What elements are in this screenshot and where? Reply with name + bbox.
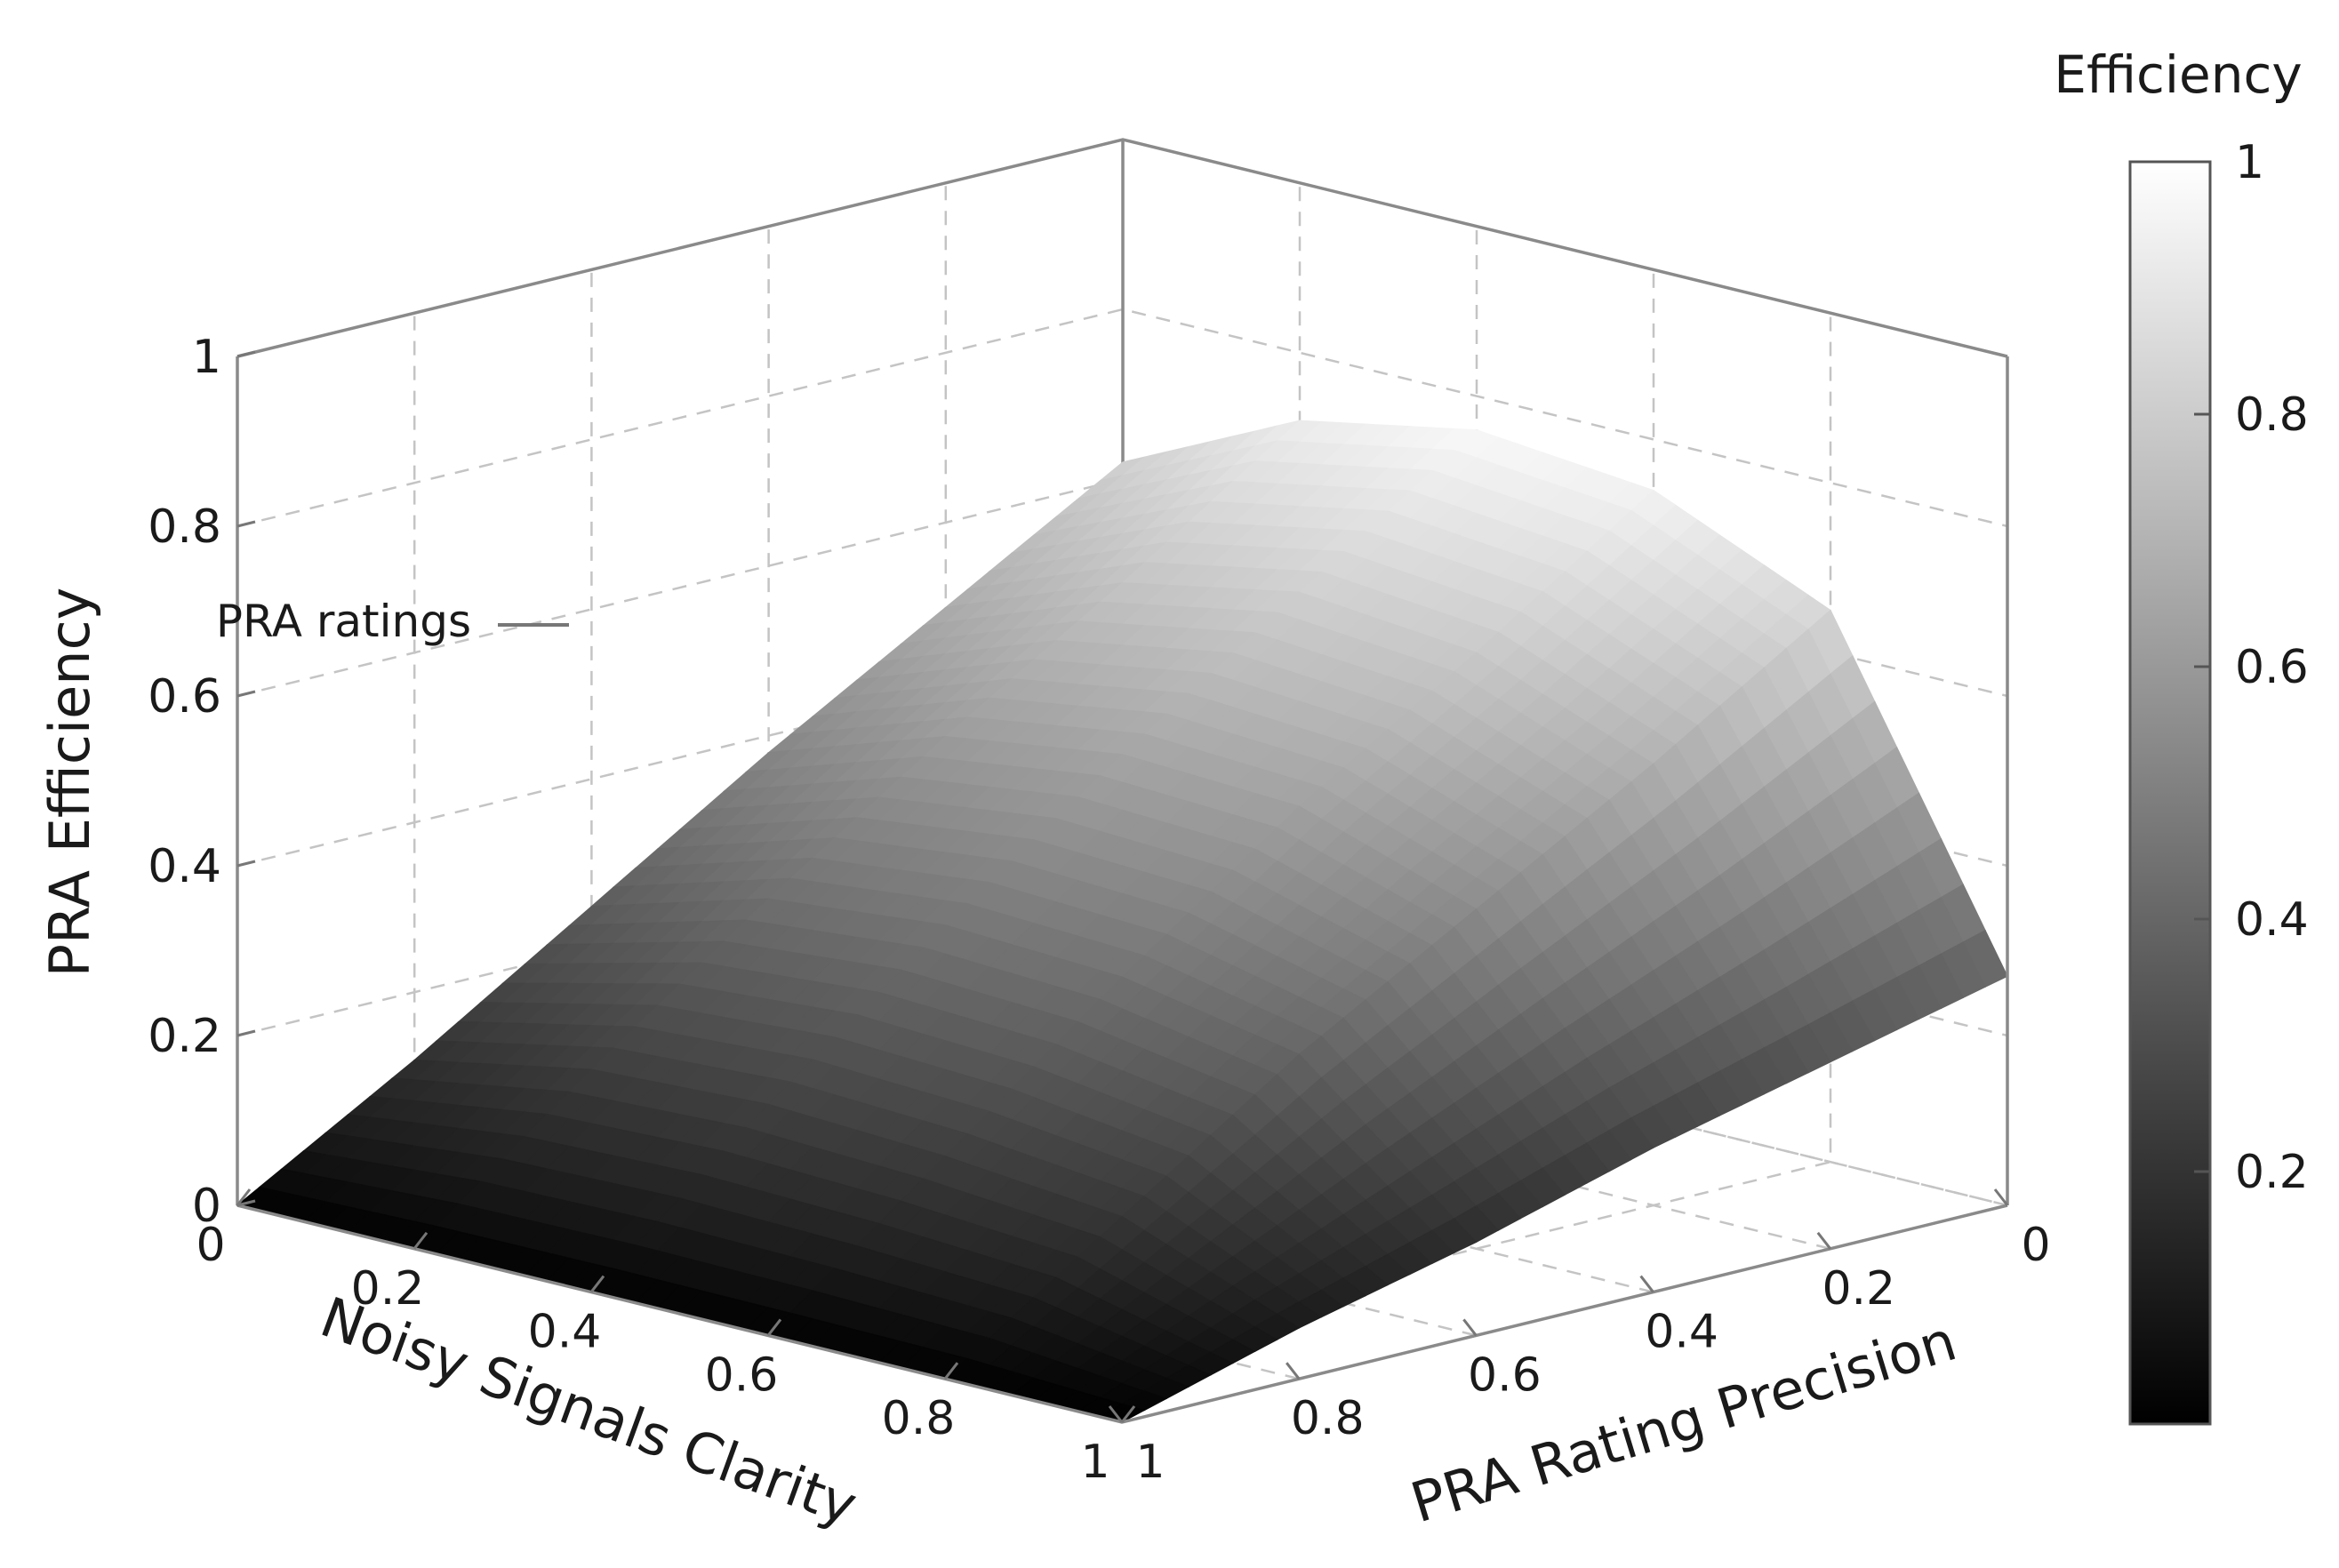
z-tick-mark [236,350,256,358]
y-tick-label: 0.2 [1822,1262,1895,1316]
y-tick-label: 0.4 [1645,1306,1718,1359]
z-tick-mark [236,690,256,698]
y-tick-label: 0.8 [1291,1392,1365,1445]
surface [236,420,2008,1423]
colorbar-tick-label: 0.4 [2235,893,2309,947]
x-tick-mark [766,1318,782,1337]
y-tick-label: 1 [1135,1436,1165,1489]
colorbar: Efficiency 0.2 0.4 0.6 0.8 1 [2054,44,2309,1426]
x-tick-label: 0.6 [705,1348,779,1402]
z-tick-label: 0 [192,1180,221,1233]
z-tick-label: 0.2 [148,1010,221,1063]
z-tick-label: 0.8 [148,500,221,554]
x-tick-label: 1 [1080,1436,1109,1489]
colorbar-gradient [2128,160,2212,1426]
z-tick-label: 0.6 [148,670,221,724]
z-tick-label: 0.4 [148,840,221,893]
legend-label: PRA ratings [216,596,471,647]
x-tick-mark [413,1231,429,1250]
x-tick-label: 0.4 [528,1306,602,1359]
x-tick-label: 0.2 [351,1262,425,1316]
y-tick-mark [1108,1405,1124,1423]
colorbar-tick-label: 1 [2235,136,2264,189]
x-tick-mark [236,1188,252,1206]
z-tick-mark [236,860,256,868]
colorbar-tick-label: 0.8 [2235,388,2309,442]
colorbar-tick-label: 0.6 [2235,641,2309,694]
colorbar-ticks: 0.2 0.4 0.6 0.8 1 [2194,136,2309,1199]
z-tick-mark [236,1199,256,1207]
x-tick-label: 0 [196,1219,225,1272]
y-tick-label: 0 [2021,1219,2050,1272]
y-tick-mark [1993,1188,2009,1206]
colorbar-title: Efficiency [2054,44,2302,105]
y-tick-mark [1816,1231,1831,1250]
grid-line-z [236,308,2008,528]
legend: PRA ratings [216,596,569,647]
colorbar-tick-label: 0.2 [2235,1146,2309,1199]
y-axis-ticks: 0 0.2 0.4 0.6 0.8 1 [1108,1188,2051,1489]
z-tick-mark [236,1029,256,1037]
x-tick-mark [1120,1405,1136,1423]
z-axis-title: PRA Efficiency [37,588,102,978]
z-tick-label: 1 [192,331,221,384]
x-tick-mark [589,1275,605,1293]
y-tick-mark [1286,1362,1301,1380]
x-tick-label: 0.8 [882,1392,956,1445]
y-tick-mark [1462,1318,1478,1337]
x-axis-ticks: 0 0.2 0.4 0.6 0.8 1 [196,1188,1136,1489]
y-tick-mark [1639,1275,1654,1293]
x-tick-mark [943,1362,959,1380]
z-axis-ticks: 0 0.2 0.4 0.6 0.8 1 [148,331,256,1233]
y-tick-label: 0.6 [1468,1348,1542,1402]
z-tick-mark [236,520,256,528]
